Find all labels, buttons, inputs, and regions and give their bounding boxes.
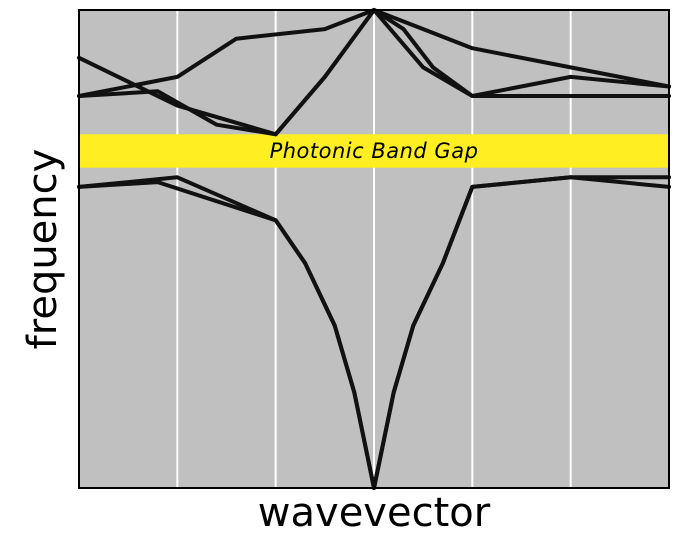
band-gap-label: Photonic Band Gap	[270, 139, 479, 163]
gridlines	[176, 10, 572, 488]
plot-frame	[78, 9, 670, 489]
band-gap-highlight	[79, 134, 669, 168]
x-axis-label: wavevector	[258, 490, 491, 536]
band-gap-region: Photonic Band Gap	[79, 134, 669, 168]
y-axis-label: frequency	[20, 149, 66, 350]
